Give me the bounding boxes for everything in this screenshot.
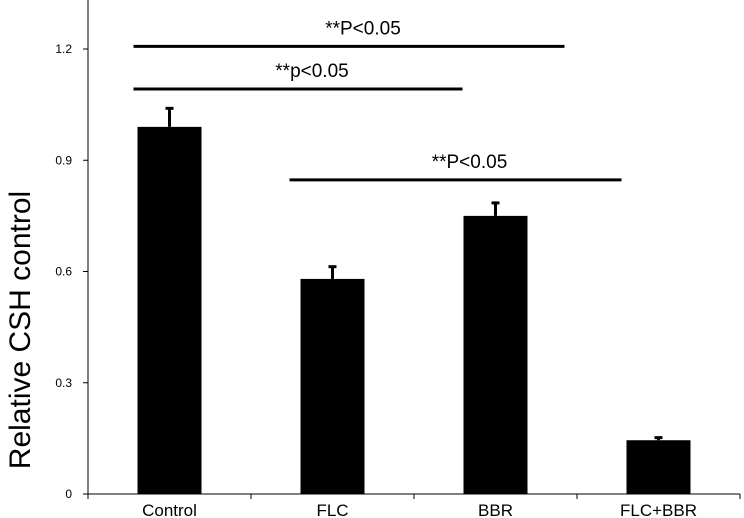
- significance-label: **p<0.05: [275, 61, 348, 82]
- y-tick-label: 1.2: [55, 42, 72, 56]
- category-label: Control: [142, 501, 197, 518]
- bars: [137, 106, 691, 494]
- significance-annotations: **P<0.05 **p<0.05 **P<0.05: [133, 18, 622, 182]
- y-tick-label: 0.9: [55, 153, 72, 167]
- category-label: BBR: [478, 501, 513, 518]
- bar: [300, 278, 365, 494]
- bar: [626, 440, 691, 494]
- bar: [137, 126, 202, 494]
- y-ticks: 0 0.3 0.6 0.9 1.2: [55, 42, 741, 501]
- bar: [463, 215, 528, 494]
- y-tick-label: 0.3: [55, 376, 72, 390]
- y-axis-label: Relative CSH control: [4, 191, 37, 469]
- significance-label: **P<0.05: [432, 152, 508, 173]
- y-tick-label: 0: [65, 487, 72, 501]
- significance-label: **P<0.05: [325, 18, 401, 39]
- category-label: FLC: [316, 501, 348, 518]
- y-tick-label: 0.6: [55, 265, 72, 279]
- category-labels: Control FLC BBR FLC+BBR: [142, 501, 697, 518]
- category-label: FLC+BBR: [620, 501, 697, 518]
